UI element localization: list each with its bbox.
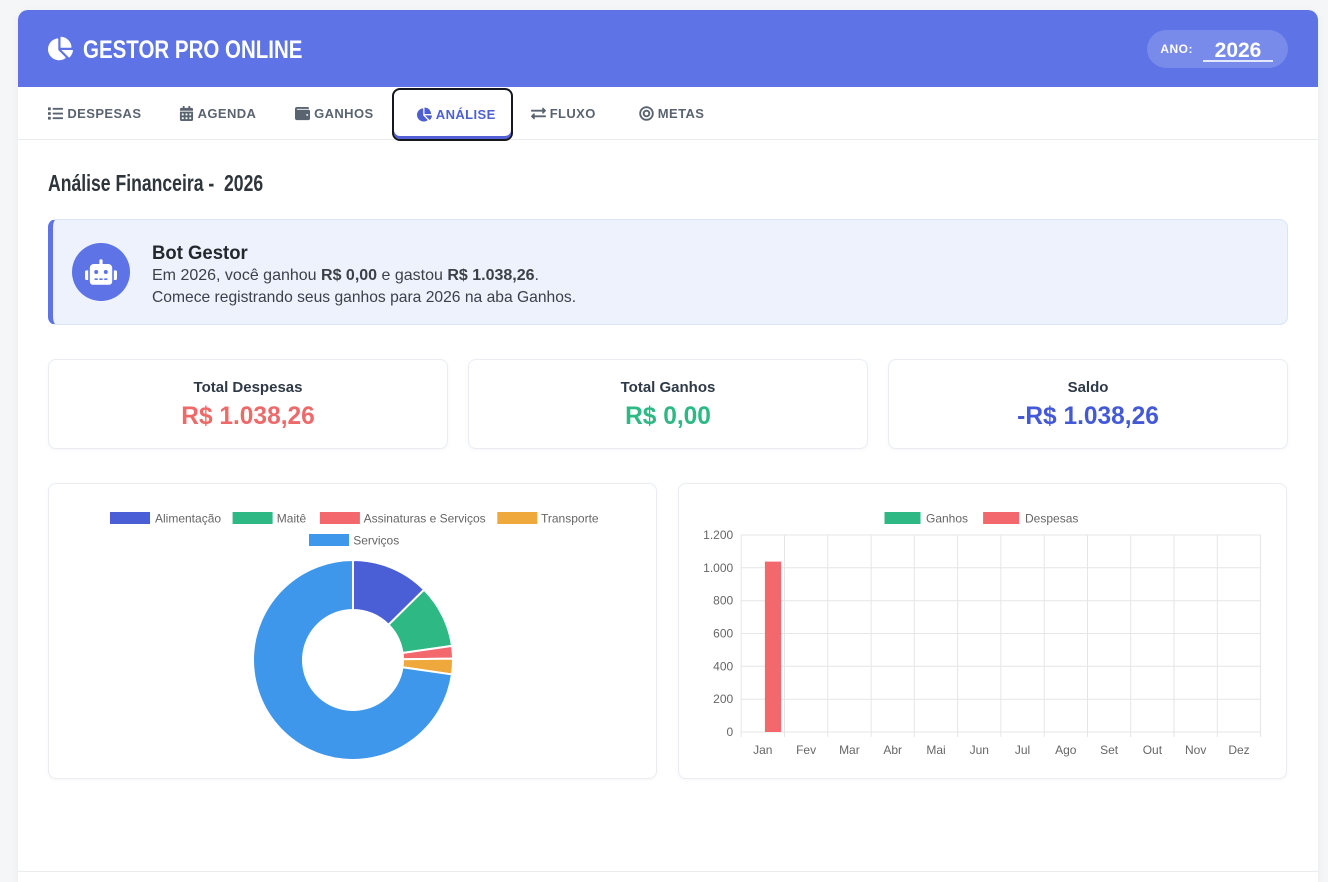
svg-text:Out: Out	[1143, 743, 1163, 757]
svg-text:Abr: Abr	[883, 743, 902, 757]
svg-text:Mai: Mai	[926, 743, 945, 757]
svg-text:Set: Set	[1100, 743, 1119, 757]
svg-text:1.000: 1.000	[703, 560, 733, 574]
svg-text:400: 400	[713, 659, 733, 673]
svg-text:Despesas: Despesas	[1025, 511, 1078, 525]
svg-text:Alimentação: Alimentação	[155, 511, 221, 525]
svg-text:Jan: Jan	[753, 743, 772, 757]
svg-text:Dez: Dez	[1228, 743, 1249, 757]
svg-text:0: 0	[727, 725, 734, 739]
svg-text:Jul: Jul	[1015, 743, 1030, 757]
svg-text:Maitê: Maitê	[277, 511, 307, 525]
svg-text:Ago: Ago	[1055, 743, 1077, 757]
svg-text:600: 600	[713, 626, 733, 640]
svg-text:Serviços: Serviços	[353, 533, 399, 547]
svg-text:Assinaturas e Serviços: Assinaturas e Serviços	[364, 511, 486, 525]
svg-text:Fev: Fev	[796, 743, 816, 757]
svg-text:1.200: 1.200	[703, 528, 733, 542]
svg-text:Jun: Jun	[970, 743, 989, 757]
svg-text:Mar: Mar	[839, 743, 860, 757]
svg-text:800: 800	[713, 593, 733, 607]
svg-text:Transporte: Transporte	[541, 511, 599, 525]
svg-text:200: 200	[713, 692, 733, 706]
svg-text:Ganhos: Ganhos	[926, 511, 968, 525]
svg-text:Nov: Nov	[1185, 743, 1206, 757]
